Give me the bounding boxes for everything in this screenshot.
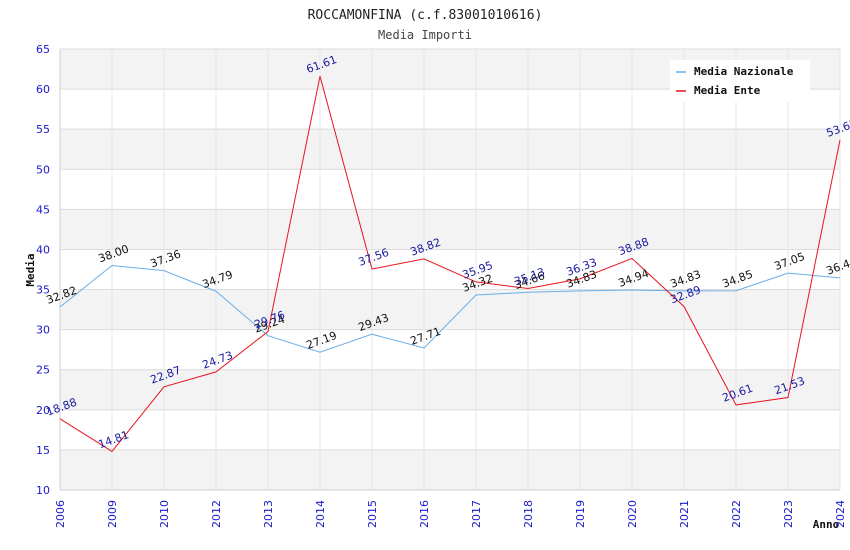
y-tick-label: 45 [36,203,50,216]
legend-label-media-ente: Media Ente [694,84,761,97]
x-tick-label: 2022 [730,500,743,528]
y-tick-label: 20 [36,404,50,417]
x-tick-label: 2012 [210,500,223,528]
x-tick-label: 2009 [106,500,119,528]
grid-band [60,289,840,330]
y-tick-label: 55 [36,123,50,136]
y-tick-label: 10 [36,484,50,497]
x-tick-label: 2014 [314,500,327,528]
series-lines [59,76,841,453]
y-tick-label: 65 [36,43,50,56]
grid-band [60,409,840,450]
x-tick-label: 2010 [158,500,171,528]
x-tick-label: 2013 [262,500,275,528]
x-tick-label: 2020 [626,500,639,528]
legend-box [670,60,810,102]
series-line-media-ente [59,76,841,453]
x-tick-label: 2024 [834,500,847,528]
x-tick-label: 2019 [574,500,587,528]
x-tick-label: 2016 [418,500,431,528]
grid-band [60,449,840,490]
x-tick-label: 2021 [678,500,691,528]
chart-title: ROCCAMONFINA (c.f.83001010616) [308,8,543,23]
grid-lines [59,48,841,491]
legend: Media Nazionale Media Ente [670,60,810,102]
y-ticks: 10 15 20 25 30 35 40 45 50 55 60 65 [36,43,50,497]
y-tick-label: 60 [36,83,50,96]
series-line-media-nazionale [59,264,841,353]
grid-band [60,369,840,410]
x-tick-label: 2006 [54,500,67,528]
y-tick-label: 40 [36,243,50,256]
x-tick-label: 2017 [470,500,483,528]
y-axis-label: Media [24,253,37,286]
grid-bands [60,49,840,490]
chart-subtitle: Media Importi [378,28,472,42]
y-tick-label: 50 [36,163,50,176]
x-ticks: 2006 2009 2010 2012 2013 2014 2015 2016 2017 2018… [54,500,847,528]
y-tick-label: 30 [36,324,50,337]
grid-band [60,209,840,250]
x-tick-label: 2015 [366,500,379,528]
grid-band [60,169,840,210]
grid-band [60,129,840,170]
y-tick-label: 25 [36,364,50,377]
legend-label-media-nazionale: Media Nazionale [694,65,794,78]
grid-band [60,249,840,290]
grid-band [60,329,840,370]
y-tick-label: 35 [36,284,50,297]
x-tick-label: 2018 [522,500,535,528]
x-tick-label: 2023 [782,500,795,528]
x-axis-label: Anno [813,518,840,531]
y-tick-label: 15 [36,444,50,457]
